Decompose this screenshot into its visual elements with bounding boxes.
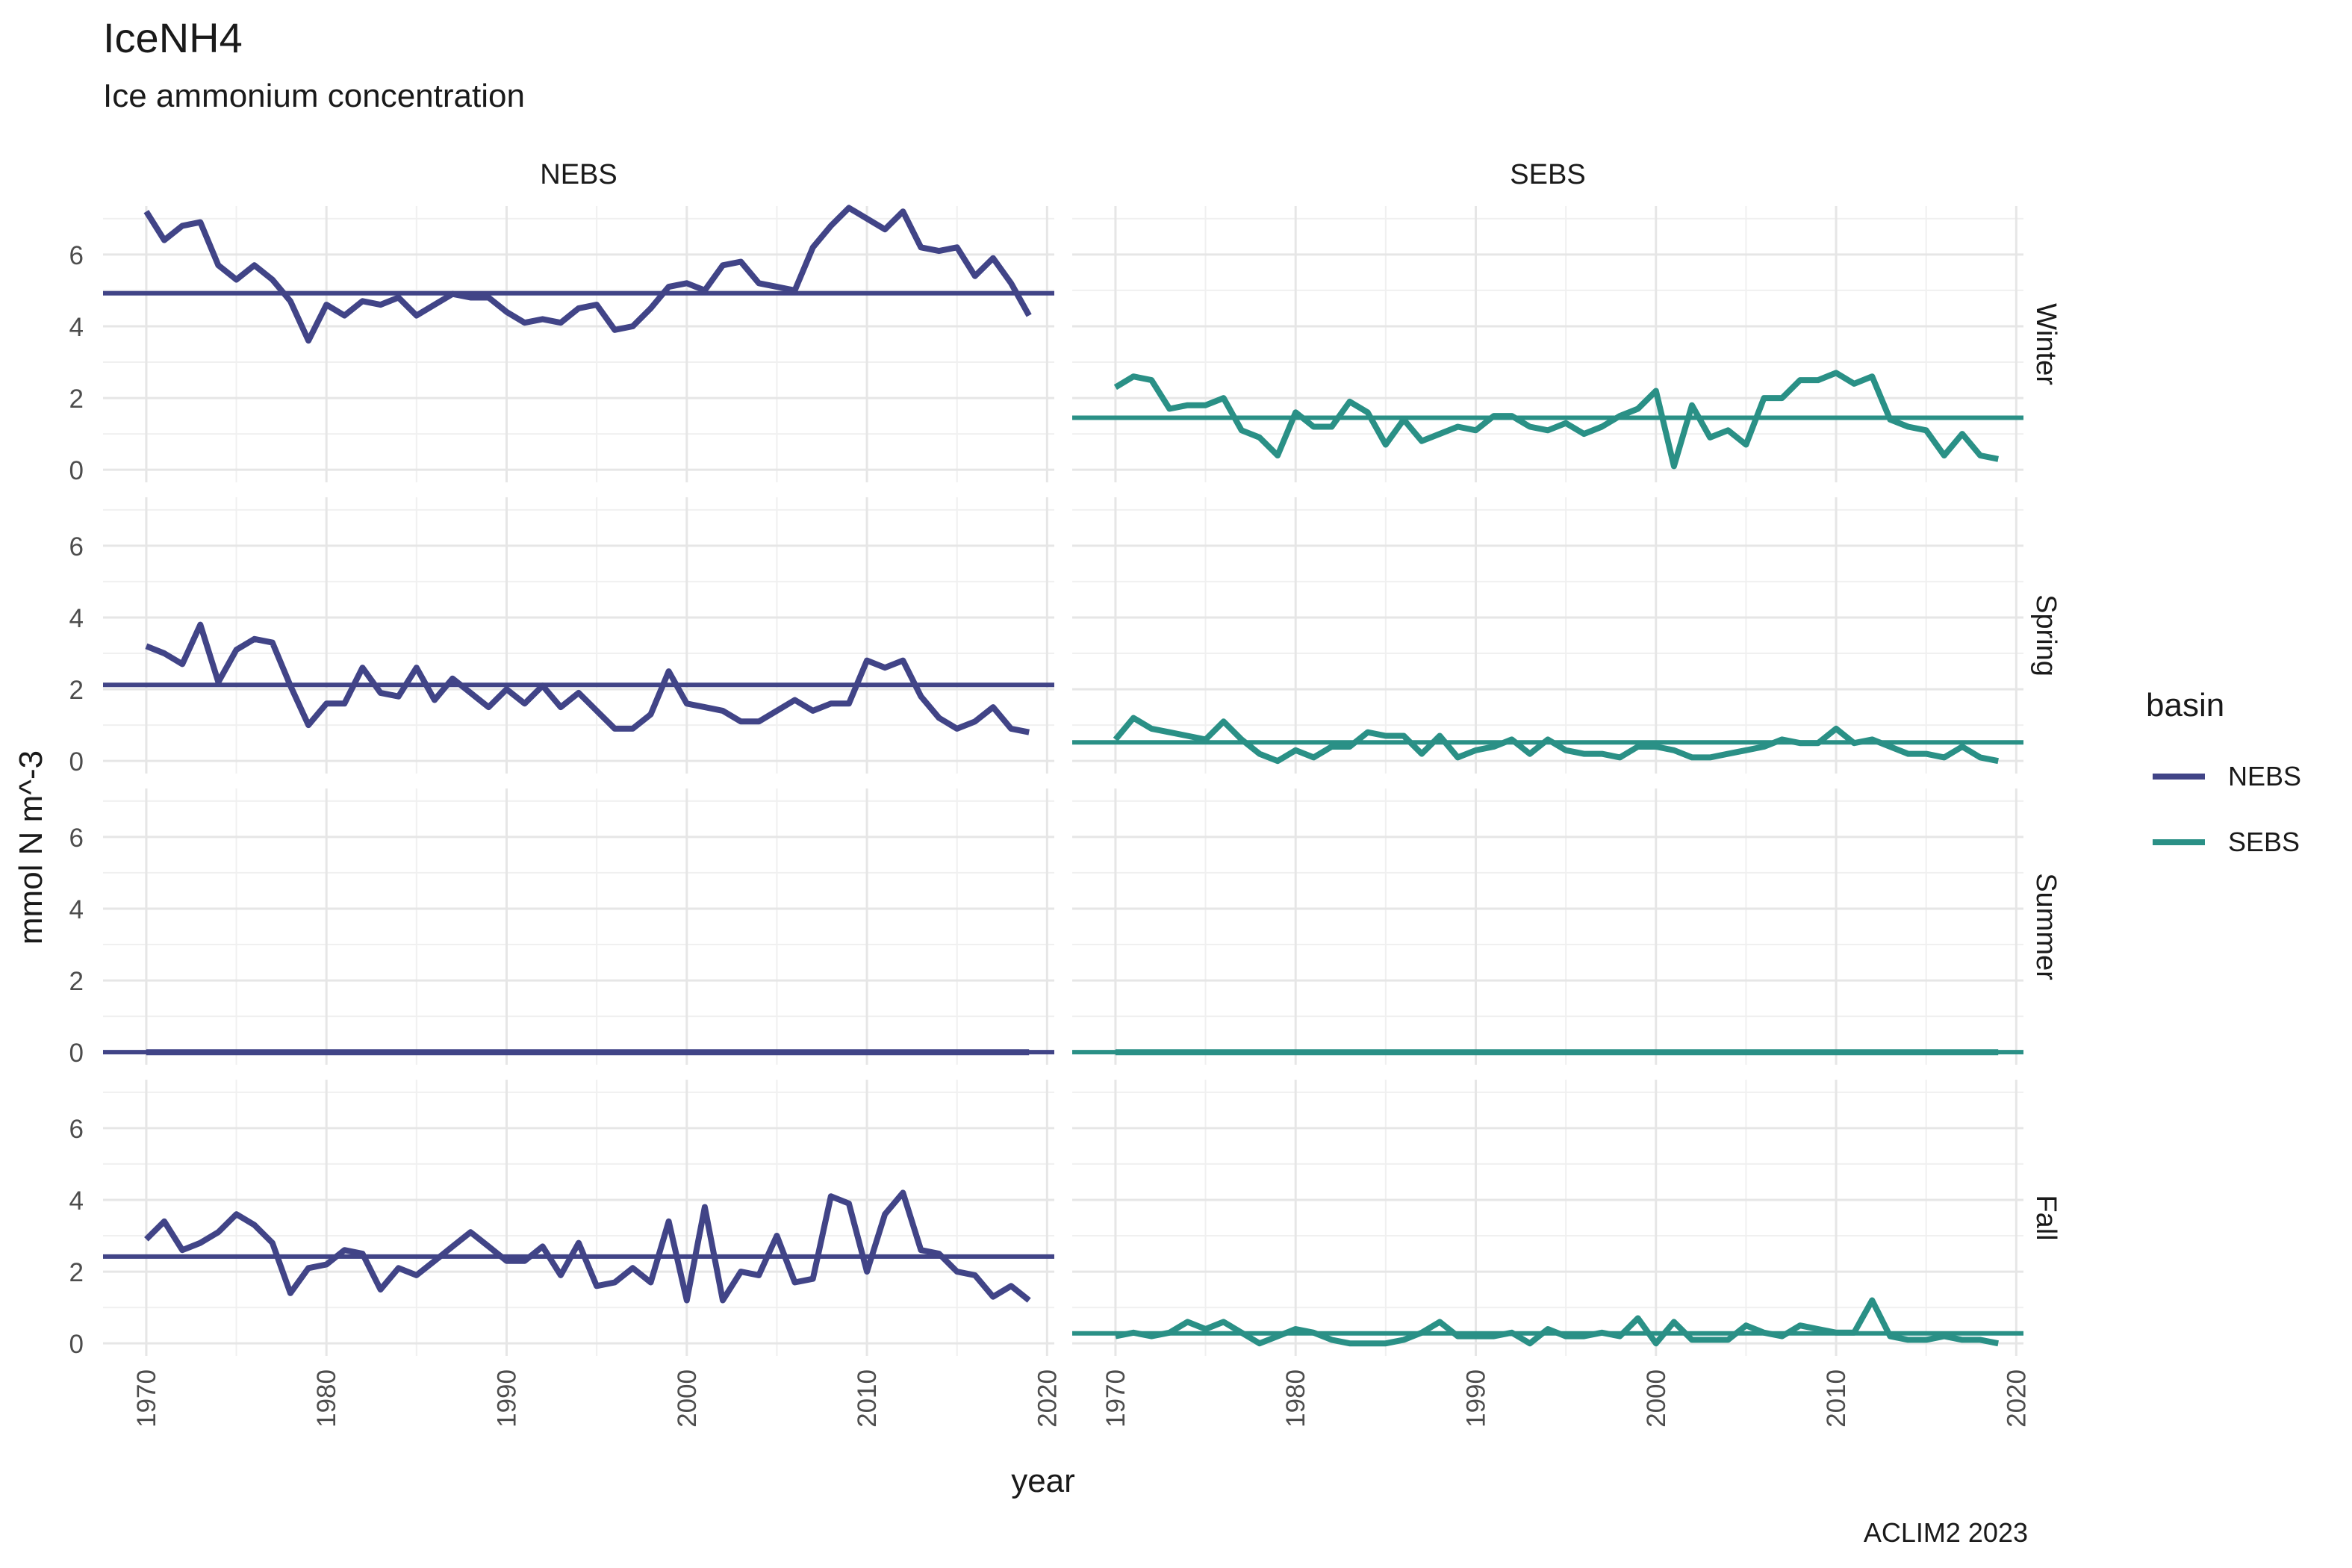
x-tick-label: 2000 xyxy=(1642,1369,1671,1428)
y-tick-label: 0 xyxy=(69,456,84,485)
panel-sebs-winter xyxy=(1072,206,2023,482)
chart-caption: ACLIM2 2023 xyxy=(1863,1517,2028,1548)
legend-key xyxy=(2146,809,2212,875)
panel-nebs-spring: 0 2 4 6 xyxy=(69,497,1054,777)
facet-strip-label: Winter xyxy=(2030,303,2062,385)
y-tick-label: 6 xyxy=(69,241,84,270)
y-tick-label: 6 xyxy=(69,1115,84,1144)
y-tick-label: 4 xyxy=(69,313,84,342)
y-tick-label: 2 xyxy=(69,967,84,996)
y-tick-label: 6 xyxy=(69,532,84,561)
y-axis-label: mmol N m^-3 xyxy=(13,750,49,945)
y-tick-label: 0 xyxy=(69,1039,84,1068)
x-tick-label: 2020 xyxy=(1033,1369,1062,1428)
facet-strip-label: SEBS xyxy=(1510,159,1585,190)
y-tick-label: 0 xyxy=(69,1330,84,1359)
y-tick-label: 2 xyxy=(69,385,84,414)
panel-nebs-summer: 0 2 4 6 xyxy=(69,788,1054,1068)
chart-labels: mmol N m^-3 year xyxy=(13,750,1075,1499)
x-tick-label: 2020 xyxy=(2002,1369,2031,1428)
legend: basin NEBS SEBS xyxy=(2146,687,2301,875)
chart-panels: 0 2 4 6 0 2 4 6 0 2 4 6 0 2 4 6 1970 1980 1990 2000 2010 2020… xyxy=(69,159,2062,1428)
legend-title: basin xyxy=(2146,687,2225,724)
panel-sebs-spring xyxy=(1072,497,2023,774)
y-tick-label: 2 xyxy=(69,1258,84,1287)
facet-strip-label: Fall xyxy=(2030,1195,2062,1240)
x-tick-label: 1970 xyxy=(1101,1369,1130,1428)
panel-sebs-summer xyxy=(1072,788,2023,1065)
facet-strip-label: Spring xyxy=(2030,594,2062,676)
x-tick-label: 2010 xyxy=(853,1369,882,1428)
series-line-nebs xyxy=(144,1189,1031,1304)
facet-strip-label: Summer xyxy=(2030,873,2062,980)
panel-sebs-fall: 1970 1980 1990 2000 2010 2020 xyxy=(1072,1080,2031,1428)
x-tick-label: 1980 xyxy=(1281,1369,1310,1428)
y-tick-label: 0 xyxy=(69,747,84,777)
y-tick-label: 6 xyxy=(69,824,84,853)
legend-line-swatch xyxy=(2153,839,2205,845)
legend-label: NEBS xyxy=(2228,761,2302,791)
series-line-nebs xyxy=(145,621,1030,735)
series-line-nebs xyxy=(143,205,1032,344)
legend-label: SEBS xyxy=(2228,827,2300,857)
chart-title: IceNH4 xyxy=(103,14,243,61)
y-tick-label: 4 xyxy=(69,1186,84,1216)
x-axis-label: year xyxy=(1011,1463,1075,1499)
facet-strip-label: NEBS xyxy=(540,159,617,190)
legend-item-nebs: NEBS xyxy=(2146,744,2301,809)
x-tick-label: 1980 xyxy=(312,1369,341,1428)
legend-key xyxy=(2146,744,2212,809)
panel-nebs-fall: 0 2 4 6 1970 1980 1990 2000 2010 2020 xyxy=(69,1080,1062,1428)
series-line-sebs xyxy=(1113,370,1999,470)
y-tick-label: 2 xyxy=(69,676,84,705)
legend-line-swatch xyxy=(2153,774,2205,780)
x-tick-label: 2010 xyxy=(1822,1369,1851,1428)
legend-item-sebs: SEBS xyxy=(2146,809,2301,875)
x-tick-label: 1970 xyxy=(132,1369,161,1428)
y-tick-label: 4 xyxy=(69,895,84,924)
y-tick-label: 4 xyxy=(69,604,84,633)
chart-subtitle: Ice ammonium concentration xyxy=(103,78,525,114)
x-tick-label: 2000 xyxy=(673,1369,702,1428)
panel-nebs-winter: 0 2 4 6 xyxy=(69,205,1054,485)
x-tick-label: 1990 xyxy=(492,1369,521,1428)
x-tick-label: 1990 xyxy=(1461,1369,1490,1428)
